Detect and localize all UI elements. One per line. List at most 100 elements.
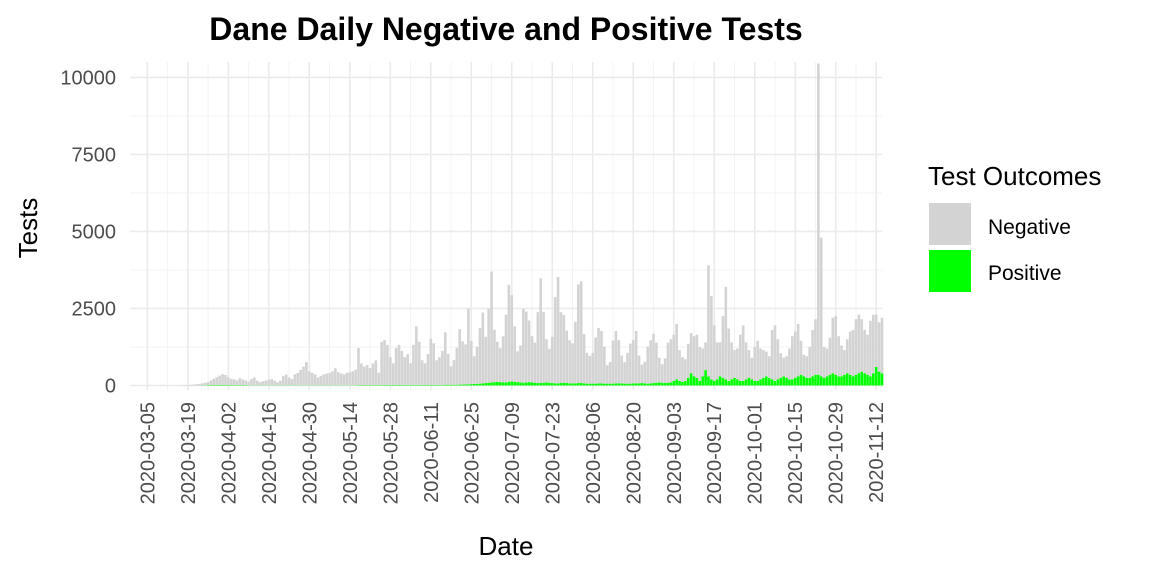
bar-negative — [585, 352, 589, 384]
bar-positive — [400, 384, 404, 386]
legend-key-positive — [929, 250, 971, 292]
bar-positive — [464, 384, 467, 386]
x-tick-label: 2020-10-01 — [745, 402, 767, 504]
x-axis-ticks: 2020-03-05 2020-03-19 2020-04-02 2020-04-16… — [137, 402, 888, 504]
bar-negative — [296, 372, 300, 386]
x-tick-label: 2020-05-14 — [340, 402, 362, 504]
bar-negative — [224, 375, 227, 385]
bar-positive — [614, 383, 618, 386]
bar-negative — [805, 356, 809, 378]
bar-negative — [244, 380, 247, 386]
bar-positive — [626, 383, 629, 386]
bar-negative — [877, 322, 881, 372]
bar-positive — [513, 381, 516, 386]
bar-negative — [782, 357, 785, 377]
bar-negative — [603, 346, 606, 384]
bar-negative — [880, 317, 884, 374]
bar-positive — [750, 379, 754, 386]
bar-negative — [533, 342, 537, 383]
x-tick-label: 2020-06-25 — [461, 402, 483, 504]
bar-negative — [496, 341, 499, 382]
bar-positive — [773, 380, 777, 386]
bar-positive — [227, 384, 230, 386]
bar-positive — [498, 382, 502, 386]
bar-negative — [484, 336, 488, 384]
bar-negative — [773, 325, 777, 381]
bar-positive — [684, 380, 687, 386]
bar-positive — [443, 384, 447, 386]
bar-positive — [791, 379, 794, 386]
bar-negative — [221, 374, 224, 385]
bar-positive — [591, 383, 595, 386]
legend-label-positive: Positive — [988, 262, 1062, 285]
bar-positive — [452, 384, 456, 386]
bar-positive — [490, 382, 493, 386]
bar-negative — [229, 378, 233, 386]
bar-negative — [493, 329, 496, 383]
bar-positive — [507, 381, 511, 386]
bar-negative — [383, 340, 386, 385]
x-tick-label: 2020-08-20 — [623, 402, 645, 504]
bar-negative — [441, 350, 444, 385]
bar-negative — [293, 374, 297, 386]
bar-negative — [701, 348, 704, 377]
bar-positive — [770, 379, 774, 386]
bar-negative — [866, 334, 869, 375]
bar-negative — [218, 375, 221, 385]
x-tick-label: 2020-04-16 — [259, 402, 281, 504]
bar-positive — [221, 384, 224, 386]
bar-positive — [519, 382, 522, 386]
bar-negative — [660, 364, 664, 383]
bar-positive — [568, 383, 571, 386]
bar-positive — [611, 383, 615, 386]
bar-negative — [698, 346, 702, 381]
bar-negative — [657, 357, 661, 383]
bar-negative — [779, 353, 783, 378]
bar-negative — [577, 284, 580, 384]
bar-positive — [594, 383, 597, 386]
bar-negative — [374, 360, 378, 386]
bar-positive — [559, 383, 563, 386]
bar-positive — [866, 374, 869, 386]
bar-negative — [255, 380, 259, 386]
bar-negative — [744, 342, 748, 380]
bar-negative — [750, 357, 754, 380]
bar-positive — [577, 383, 580, 386]
bar-positive — [548, 382, 551, 386]
bar-positive — [487, 382, 490, 386]
legend-label-negative: Negative — [988, 216, 1071, 239]
bar-positive — [631, 383, 635, 386]
bar-negative — [409, 363, 412, 385]
bar-negative — [756, 340, 759, 381]
bar-positive — [417, 384, 421, 386]
bar-negative — [198, 383, 201, 386]
bar-negative — [429, 338, 433, 385]
bar-positive — [736, 379, 739, 386]
bar-negative — [695, 334, 699, 378]
x-tick-label: 2020-04-02 — [218, 402, 240, 504]
y-tick-label: 5000 — [72, 221, 117, 243]
x-tick-label: 2020-05-28 — [380, 402, 402, 504]
bar-positive — [759, 379, 762, 386]
bar-negative — [614, 330, 618, 384]
bar-negative — [331, 371, 334, 386]
bar-negative — [817, 63, 820, 375]
bar-negative — [802, 354, 806, 377]
bar-positive — [458, 384, 462, 386]
bar-positive — [655, 382, 658, 386]
bar-negative — [487, 308, 490, 383]
bar-positive — [863, 373, 866, 386]
x-tick-label: 2020-06-11 — [421, 402, 443, 503]
bar-positive — [571, 383, 574, 386]
bar-negative — [238, 378, 242, 386]
bar-positive — [643, 383, 647, 386]
bar-positive — [857, 373, 861, 386]
bar-negative — [258, 382, 262, 386]
bar-positive — [588, 383, 592, 386]
bar-positive — [808, 377, 811, 386]
bar-positive — [389, 384, 392, 386]
bar-positive — [675, 379, 678, 386]
bar-negative — [553, 297, 557, 384]
bar-positive — [637, 383, 641, 386]
bar-negative — [721, 316, 725, 378]
